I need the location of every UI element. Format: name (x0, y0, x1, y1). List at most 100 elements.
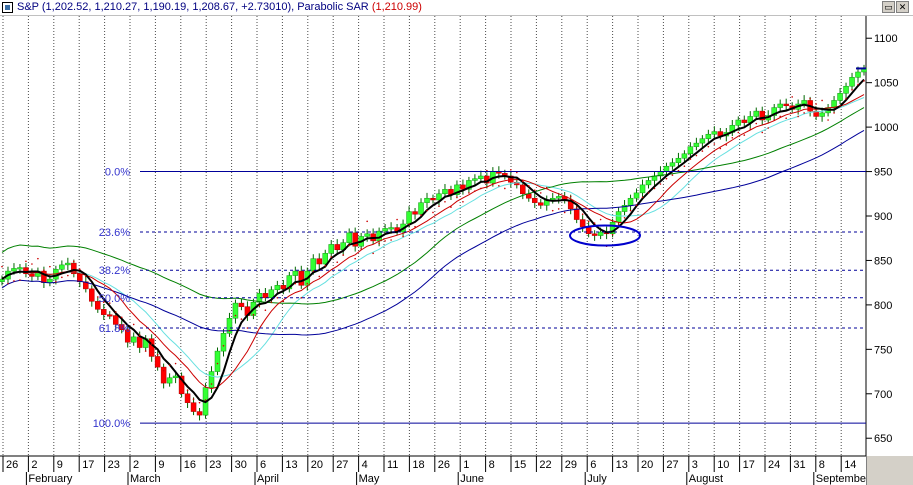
y-tick-label: 750 (874, 344, 892, 356)
sar-dot (623, 216, 626, 219)
sar-dot (773, 119, 776, 121)
candle-down (107, 314, 113, 317)
candle-down (352, 232, 358, 247)
candle-up (675, 157, 682, 163)
sar-dot (803, 112, 805, 114)
sar-dot (79, 268, 81, 271)
ma-red-line (1, 94, 865, 390)
close-button[interactable]: ✕ (896, 1, 909, 13)
candle-down (573, 208, 580, 220)
sar-dot (108, 302, 111, 304)
candle-down (71, 262, 77, 275)
sar-dot (569, 195, 572, 198)
ma-cyan-line (1, 97, 865, 378)
candle-down (178, 375, 185, 395)
sar-dot (833, 112, 835, 114)
vertical-gridlines (2, 16, 842, 456)
sar-dot (689, 158, 692, 160)
candle-down (184, 393, 191, 403)
sar-dot (222, 344, 225, 347)
sar-dot (510, 168, 512, 171)
sar-dot (31, 263, 33, 265)
sar-dot (474, 190, 476, 192)
sar-dot (330, 256, 333, 258)
chart-background (0, 16, 913, 485)
sar-dot (851, 88, 853, 91)
restore-button[interactable]: ▭ (882, 1, 895, 13)
candle-up (693, 142, 700, 147)
candle-down (412, 211, 418, 215)
sar-dot (150, 343, 153, 345)
sar-dot (761, 131, 764, 134)
candle-up (130, 336, 137, 343)
sar-dot (378, 242, 380, 245)
sar-dot (659, 183, 662, 185)
sar-dot (49, 265, 51, 268)
sar-dot (73, 260, 75, 263)
candle-down (759, 110, 765, 121)
sar-dot (126, 328, 129, 331)
sar-dot (90, 288, 93, 290)
candle-up (687, 146, 694, 155)
x-tick-label: 17 (743, 459, 755, 471)
candle-down (148, 338, 155, 357)
candle-down (280, 285, 287, 290)
sar-dot (839, 104, 841, 107)
candle-up (663, 165, 670, 172)
sar-dot (438, 205, 440, 208)
x-tick-label: 20 (311, 459, 323, 471)
sar-dot (815, 103, 817, 105)
sar-dot (498, 184, 500, 187)
sar-dot (749, 128, 752, 130)
candle-up (627, 197, 634, 206)
x-tick-label: 23 (209, 459, 221, 471)
sar-dot (174, 362, 177, 365)
sar-dot (228, 329, 231, 332)
candle-up (436, 193, 442, 201)
sar-dot (120, 316, 123, 319)
sar-dot (468, 192, 470, 194)
sar-dot (641, 196, 644, 199)
sar-dot (695, 154, 698, 157)
sar-dot (821, 99, 823, 102)
month-label: March (130, 473, 161, 485)
x-tick-label: 8 (489, 459, 495, 471)
horizontal-scrollbar[interactable] (866, 456, 913, 485)
fib-label: 50.0% (99, 293, 130, 305)
candle-down (83, 281, 89, 290)
y-tick-label: 800 (874, 300, 892, 312)
candle-up (735, 119, 742, 126)
sar-dot (545, 186, 548, 189)
x-tick-label: 31 (793, 459, 805, 471)
sar-dot (492, 183, 494, 185)
fib-label: 61.8% (99, 323, 130, 335)
sar-dot (653, 187, 656, 190)
sar-dot (533, 189, 536, 192)
y-tick-label: 850 (874, 255, 892, 267)
y-tick-label: 1000 (874, 122, 898, 134)
sar-dot (294, 282, 297, 285)
month-label: September (816, 473, 870, 485)
y-tick-label: 1050 (874, 78, 898, 90)
sar-dot (504, 187, 506, 190)
candle-down (190, 402, 197, 412)
sar-dot (366, 220, 368, 223)
x-tick-label: 30 (235, 459, 247, 471)
y-tick-label: 950 (874, 167, 892, 179)
sar-dot (240, 318, 243, 320)
sar-dot (611, 233, 614, 236)
fib-label: 23.6% (99, 227, 130, 239)
sar-dot (85, 275, 87, 278)
sar-dot (402, 235, 404, 238)
month-label: June (460, 473, 484, 485)
candle-up (59, 264, 65, 270)
sar-dot (713, 143, 716, 145)
candle-up (633, 192, 640, 199)
candle-down (430, 197, 436, 201)
sar-dot (168, 364, 171, 367)
x-tick-label: 9 (57, 459, 63, 471)
sar-dot (444, 200, 446, 203)
candle-up (47, 278, 53, 283)
candle-up (214, 350, 221, 372)
sar-dot (276, 296, 279, 299)
